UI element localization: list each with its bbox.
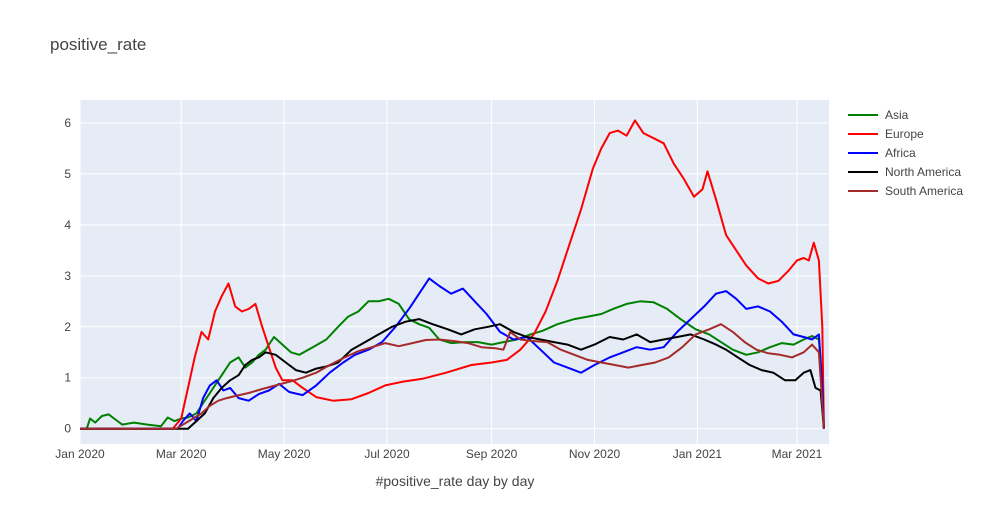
x-tick-label: Mar 2021 bbox=[772, 447, 823, 461]
x-axis-title: #positive_rate day by day bbox=[376, 473, 535, 489]
x-tick-label: Sep 2020 bbox=[466, 447, 518, 461]
series-line-north-america bbox=[80, 318, 825, 430]
legend-label: Europe bbox=[885, 127, 924, 141]
y-tick-label: 0 bbox=[64, 422, 71, 436]
legend-label: Asia bbox=[885, 108, 909, 122]
x-tick-label: May 2020 bbox=[258, 447, 311, 461]
series-line-asia bbox=[80, 297, 825, 430]
legend-item-south-america[interactable]: South America bbox=[848, 184, 963, 198]
x-tick-label: Jul 2020 bbox=[364, 447, 410, 461]
x-tick-label: Mar 2020 bbox=[156, 447, 207, 461]
legend-label: South America bbox=[885, 184, 963, 198]
series-lines bbox=[80, 119, 825, 430]
series-line-africa bbox=[80, 277, 825, 430]
x-tick-label: Nov 2020 bbox=[569, 447, 621, 461]
y-tick-label: 6 bbox=[64, 116, 71, 130]
y-tick-label: 3 bbox=[64, 269, 71, 283]
axis-ticks: 0 1 2 3 4 5 6 Jan 2020 Mar 2020 May 2020 Jul 2020 S… bbox=[55, 116, 822, 461]
legend-item-asia[interactable]: Asia bbox=[848, 108, 909, 122]
y-tick-label: 4 bbox=[64, 218, 71, 232]
series-line-europe bbox=[80, 119, 825, 430]
y-tick-label: 5 bbox=[64, 167, 71, 181]
legend[interactable]: Asia Europe Africa North America South Ameri… bbox=[848, 108, 963, 198]
legend-item-africa[interactable]: Africa bbox=[848, 146, 916, 160]
legend-label: Africa bbox=[885, 146, 916, 160]
y-tick-label: 2 bbox=[64, 320, 71, 334]
legend-item-europe[interactable]: Europe bbox=[848, 127, 924, 141]
x-tick-label: Jan 2020 bbox=[55, 447, 105, 461]
legend-item-north-america[interactable]: North America bbox=[848, 165, 961, 179]
plot-area bbox=[80, 100, 829, 444]
grid-lines bbox=[79, 100, 829, 444]
legend-label: North America bbox=[885, 165, 961, 179]
series-line-south-america bbox=[80, 323, 825, 430]
x-tick-label: Jan 2021 bbox=[673, 447, 723, 461]
y-tick-label: 1 bbox=[64, 371, 71, 385]
chart-title: positive_rate bbox=[50, 35, 146, 54]
